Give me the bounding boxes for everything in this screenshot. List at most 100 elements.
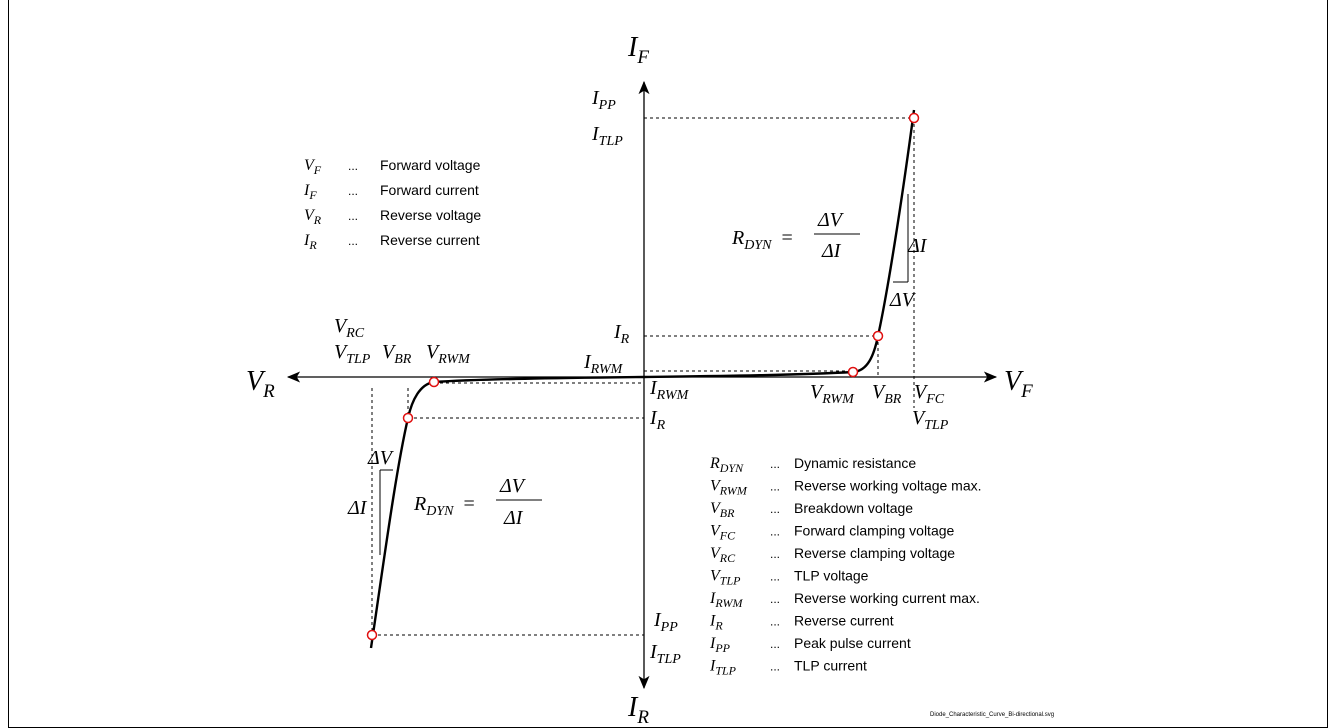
legend-row: ITLP... TLP current [709,658,867,678]
legend-dots: ... [770,570,780,584]
legend-description: Peak pulse current [794,635,911,651]
legend-dots: ... [770,660,780,674]
label-delta-v-reverse: ΔV [367,447,395,469]
label-ir-top: IR [613,321,630,347]
legend-symbol: IR [709,613,723,633]
legend-description: TLP current [794,658,867,674]
svg-text:RDYN=: RDYN = [413,493,475,519]
point-vrc-ipp [366,629,378,641]
point-vrwm-forward [847,366,859,378]
legend-dots: ... [770,480,780,494]
label-delta-i-forward: ΔI [907,235,928,257]
axis-label-vf: VF [1004,366,1033,402]
legend-row: IPP... Peak pulse current [709,635,911,655]
legend-symbol: VTLP [710,568,741,588]
label-vrwm-reverse: VRWM [426,341,471,367]
legend-description: Dynamic resistance [794,455,916,471]
legend-row: VRC... Reverse clamping voltage [710,545,955,565]
legend-description: Reverse working voltage max. [794,478,982,494]
svg-text:ΔV: ΔV [817,209,845,231]
legend-row: VBR... Breakdown voltage [710,500,913,520]
legend-dots: ... [770,615,780,629]
forward-guides [644,117,915,408]
axis-label-ir: IR [627,692,649,728]
axis-label-if: IF [627,32,649,68]
legend-dots: ... [770,457,780,471]
legend-symbol: VFC [710,523,736,543]
legend-row: VR... Reverse voltage [304,207,481,227]
legend-description: Reverse clamping voltage [794,545,955,561]
point-vrwm-reverse [428,376,440,388]
legend-row: IF... Forward current [303,182,479,202]
label-vrc: VRC [334,315,365,341]
legend-symbol: RDYN [709,455,744,475]
legend-top: VF... Forward voltage IF... Forward current… [303,157,481,252]
svg-text:ΔI: ΔI [503,507,524,529]
label-irwm-top: IRWM [583,351,624,377]
label-vbr-reverse: VBR [382,341,412,367]
slope-triangle-forward [893,194,909,283]
label-delta-v-forward: ΔV [889,289,917,311]
legend-symbol: VF [304,157,322,177]
legend-bottom: RDYN... Dynamic resistance VRWM... Reverse … [709,455,982,678]
legend-symbol: IF [303,182,317,202]
svg-text:ΔI: ΔI [821,240,842,262]
label-ipp-top: IPP [591,87,616,113]
legend-symbol: VBR [710,500,735,520]
legend-description: Reverse voltage [380,207,481,223]
legend-dots: ... [770,502,780,516]
legend-dots: ... [348,209,358,223]
label-ir-bottom: IR [649,407,666,433]
legend-description: Breakdown voltage [794,500,913,516]
slope-triangle-reverse [379,469,393,555]
source-filename: Diode_Characteristic_Curve_Bi-directiona… [930,712,1054,718]
legend-row: RDYN... Dynamic resistance [709,455,916,475]
legend-description: Reverse working current max. [794,590,980,606]
legend-symbol: ITLP [709,658,737,678]
legend-dots: ... [348,159,358,173]
point-vbr-ir-forward [872,330,884,342]
label-vbr-forward: VBR [872,381,902,407]
legend-dots: ... [348,234,358,248]
legend-description: Reverse current [380,232,480,248]
legend-dots: ... [770,525,780,539]
legend-dots: ... [770,592,780,606]
point-vfc-ipp [908,112,920,124]
legend-symbol: IR [303,232,317,252]
axis-label-vr: VR [246,366,275,402]
label-itlp-bottom: ITLP [649,641,681,667]
label-irwm-bottom: IRWM [649,377,690,403]
legend-symbol: IPP [709,635,731,655]
legend-description: Reverse current [794,613,894,629]
label-vtlp-forward: VTLP [912,407,949,433]
legend-symbol: VR [304,207,322,227]
legend-row: VF... Forward voltage [304,157,481,177]
reverse-curve [369,375,645,649]
legend-description: Forward voltage [380,157,481,173]
label-delta-i-reverse: ΔI [347,497,368,519]
label-vtlp-reverse: VTLP [334,341,371,367]
point-vbr-ir-reverse [402,412,414,424]
forward-curve [643,109,916,379]
legend-row: IRWM... Reverse working current max. [709,590,980,610]
legend-row: VFC... Forward clamping voltage [710,523,955,543]
legend-dots: ... [770,637,780,651]
label-ipp-bottom: IPP [653,609,678,635]
legend-row: VRWM... Reverse working voltage max. [710,478,982,498]
svg-text:ΔV: ΔV [499,475,527,497]
legend-symbol: VRC [710,545,736,565]
legend-row: VTLP... TLP voltage [710,568,869,588]
label-vrwm-forward: VRWM [810,381,855,407]
legend-dots: ... [770,547,780,561]
legend-row: IR... Reverse current [303,232,480,252]
label-itlp-top: ITLP [591,123,623,149]
legend-description: Forward current [380,182,479,198]
legend-symbol: IRWM [709,590,743,610]
svg-text:RDYN=: RDYN = [731,227,793,253]
formula-rdyn-forward: RDYN = ΔV ΔI [731,209,860,262]
legend-symbol: VRWM [710,478,748,498]
legend-description: Forward clamping voltage [794,523,955,539]
legend-row: IR... Reverse current [709,613,894,633]
legend-description: TLP voltage [794,568,869,584]
